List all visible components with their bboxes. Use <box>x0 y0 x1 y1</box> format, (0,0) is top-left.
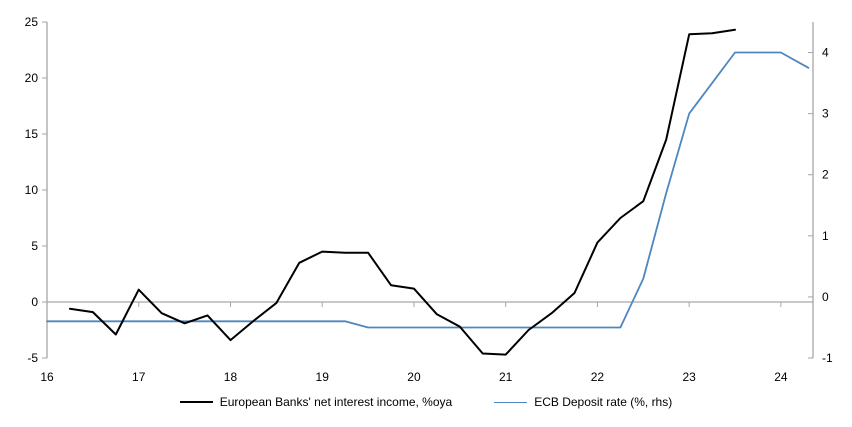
left-axis-tick-label: 5 <box>31 239 38 253</box>
x-tick-label: 23 <box>682 370 696 384</box>
legend-label-net-interest-income: European Banks' net interest income, %oy… <box>219 395 453 409</box>
right-axis-tick-label: 1 <box>822 229 829 243</box>
x-tick-label: 18 <box>224 370 238 384</box>
blue-line-swatch <box>494 401 528 403</box>
right-axis-tick-label: 2 <box>822 168 829 182</box>
left-axis-tick-label: -5 <box>27 351 38 365</box>
left-axis-tick-label: 15 <box>25 127 39 141</box>
right-axis-tick-label: 3 <box>822 107 829 121</box>
net-interest-income-line <box>68 28 736 356</box>
x-tick-label: 19 <box>316 370 330 384</box>
left-axis-tick-label: 20 <box>25 71 39 85</box>
left-axis-tick-label: 25 <box>25 15 39 29</box>
right-axis-tick-label: -1 <box>822 351 833 365</box>
left-axis-tick-label: 10 <box>25 183 39 197</box>
legend-item-net-interest-income: European Banks' net interest income, %oy… <box>179 395 453 409</box>
x-tick-label: 17 <box>132 370 146 384</box>
legend-label-ecb-deposit-rate: ECB Deposit rate (%, rhs) <box>534 395 673 409</box>
ecb-deposit-rate-line <box>46 51 810 329</box>
x-tick-label: 24 <box>774 370 788 384</box>
chart-legend: European Banks' net interest income, %oy… <box>0 395 852 409</box>
left-axis-tick-label: 0 <box>31 295 38 309</box>
black-line-swatch <box>179 401 213 403</box>
right-axis-tick-label: 0 <box>822 290 829 304</box>
x-tick-label: 16 <box>40 370 54 384</box>
x-tick-label: 20 <box>407 370 421 384</box>
x-tick-label: 22 <box>591 370 605 384</box>
legend-item-ecb-deposit-rate: ECB Deposit rate (%, rhs) <box>494 395 672 409</box>
right-axis-tick-label: 4 <box>822 46 829 60</box>
x-tick-label: 21 <box>499 370 513 384</box>
